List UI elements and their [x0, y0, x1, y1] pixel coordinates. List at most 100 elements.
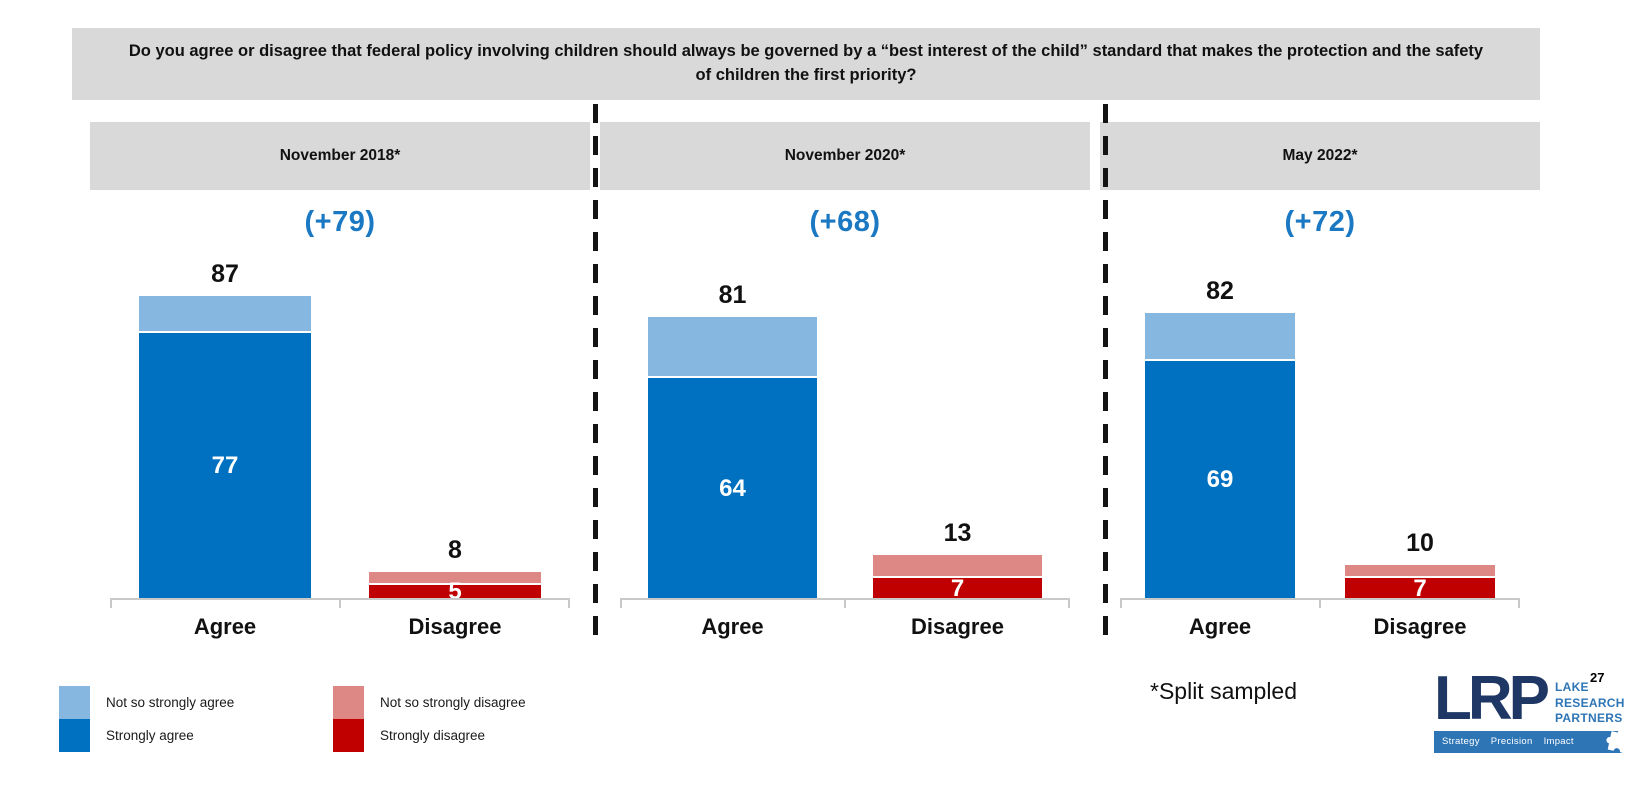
bars: 82 69 10 7	[1120, 190, 1520, 600]
axis-tick	[620, 599, 622, 608]
disagree-bar: 10 7	[1345, 529, 1495, 600]
category-labels: Agree Disagree	[1120, 600, 1520, 648]
strongly-agree-value: 69	[1206, 466, 1234, 494]
lrp-logo: 27 LRP LAKE RESEARCH PARTNERS Strategy P…	[1434, 664, 1630, 754]
panel-title: May 2022*	[1282, 147, 1358, 164]
plot-area: (+72) 82 69 10	[1100, 190, 1540, 608]
panel-header: November 2020*	[600, 122, 1090, 190]
panel-may-2022: May 2022* (+72) 82 69	[1100, 122, 1540, 648]
category-label-agree: Agree	[1188, 614, 1252, 639]
not-so-strongly-disagree-segment	[1345, 565, 1495, 576]
split-sampled-footnote: *Split sampled	[1150, 678, 1298, 704]
legend-label: Strongly agree	[106, 728, 194, 743]
category-label-agree: Agree	[701, 614, 764, 639]
disagree-cell: 8 5	[340, 190, 570, 606]
legend-item: Strongly agree	[59, 719, 234, 752]
not-so-strongly-agree-segment	[1145, 313, 1295, 359]
disagree-total-label: 13	[943, 518, 972, 547]
bars: 81 64 13 7	[620, 190, 1070, 600]
panel-title: November 2018*	[279, 147, 401, 164]
not-so-strongly-disagree-segment	[873, 554, 1042, 576]
panel-november-2018: November 2018* (+79) 87 77	[90, 122, 590, 648]
tagline-word: Strategy	[1442, 736, 1480, 748]
strongly-disagree-segment: 7	[1345, 574, 1495, 602]
agree-bar: 82 69	[1145, 277, 1295, 600]
axis-tick	[110, 599, 112, 608]
legend-label: Not so strongly agree	[106, 695, 235, 710]
strongly-disagree-value: 5	[448, 578, 462, 606]
disagree-total-label: 10	[1406, 529, 1434, 557]
category-labels: Agree Disagree	[620, 600, 1070, 648]
plot-area: (+68) 81 64 13	[600, 190, 1090, 608]
strongly-disagree-segment: 5	[368, 578, 542, 606]
net-margin-label: (+68)	[809, 206, 881, 238]
axis-tick	[339, 599, 341, 608]
strongly-agree-segment: 64	[648, 376, 817, 600]
x-axis	[620, 598, 1070, 608]
legend-swatch-strongly-disagree	[333, 719, 364, 752]
disagree-total-label: 8	[448, 536, 462, 564]
x-axis	[110, 598, 570, 608]
strongly-agree-segment: 77	[138, 330, 312, 600]
legend-agree-group: Not so strongly agree Strongly agree	[59, 686, 234, 752]
logo-name-line: LAKE	[1555, 680, 1589, 694]
agree-cell: 81 64	[620, 190, 845, 600]
strongly-disagree-value: 7	[1413, 574, 1427, 602]
tagline-word: Impact	[1543, 736, 1574, 748]
not-so-strongly-agree-segment	[648, 316, 817, 376]
logo-tagline-banner: Strategy Precision Impact	[1434, 729, 1630, 754]
axis-tick	[568, 599, 570, 608]
bars: 87 77 8 5	[110, 190, 570, 606]
panel-header: November 2018*	[90, 122, 590, 190]
axis-tick	[1518, 599, 1520, 608]
logo-name-line: RESEARCH	[1555, 695, 1625, 710]
question-text: Do you agree or disagree that federal po…	[128, 42, 1484, 84]
not-so-strongly-agree-segment	[138, 295, 312, 331]
not-so-strongly-disagree-segment	[368, 572, 542, 583]
x-axis	[1120, 598, 1520, 608]
panel-header: May 2022*	[1100, 122, 1540, 190]
category-label-disagree: Disagree	[408, 614, 502, 639]
legend-label: Strongly disagree	[380, 728, 486, 743]
panel-divider-dashed	[1100, 104, 1110, 646]
page-number: 27	[1590, 670, 1605, 685]
axis-tick	[844, 599, 846, 608]
footer: Not so strongly agree Strongly agree Not…	[0, 648, 1648, 790]
agree-total-label: 82	[1206, 277, 1234, 305]
question-band: Do you agree or disagree that federal po…	[72, 28, 1540, 100]
disagree-bar: 8 5	[368, 536, 542, 606]
strongly-agree-value: 64	[719, 475, 746, 502]
chart-region: November 2018* (+79) 87 77	[90, 104, 1540, 648]
axis-tick	[1319, 599, 1321, 608]
legend-swatch-not-so-strongly-disagree	[333, 686, 364, 719]
strongly-agree-value: 77	[211, 452, 239, 480]
panel-november-2020: November 2020* (+68) 81 64	[600, 122, 1090, 648]
legend-disagree-group: Not so strongly disagree Strongly disagr…	[333, 686, 526, 752]
strongly-disagree-segment: 7	[873, 574, 1042, 602]
disagree-bar: 13 7	[873, 518, 1042, 602]
logo-name: LAKE RESEARCH PARTNERS	[1555, 674, 1625, 727]
puzzle-piece-icon	[1601, 725, 1637, 764]
disagree-cell: 10 7	[1320, 190, 1520, 600]
axis-tick	[1068, 599, 1070, 608]
strongly-disagree-value: 7	[950, 574, 965, 602]
panel-divider-dashed	[590, 104, 600, 646]
agree-bar: 81 64	[648, 280, 817, 600]
legend-item: Strongly disagree	[333, 719, 526, 752]
logo-top: LRP LAKE RESEARCH PARTNERS	[1434, 664, 1630, 733]
net-margin-label: (+72)	[1284, 206, 1356, 238]
logo-abbr-lrp: LRP	[1434, 664, 1550, 733]
category-label-agree: Agree	[193, 614, 257, 639]
strongly-agree-segment: 69	[1145, 358, 1295, 600]
category-label-disagree: Disagree	[1373, 614, 1467, 639]
logo-name-line: PARTNERS	[1555, 711, 1623, 726]
tagline-word: Precision	[1490, 736, 1533, 748]
agree-total-label: 87	[211, 259, 239, 288]
agree-total-label: 81	[718, 280, 747, 309]
legend-item: Not so strongly disagree	[333, 686, 526, 719]
agree-cell: 82 69	[1120, 190, 1320, 600]
net-margin-label: (+79)	[304, 206, 376, 238]
category-labels: Agree Disagree	[110, 600, 570, 648]
legend-item: Not so strongly agree	[59, 686, 234, 719]
